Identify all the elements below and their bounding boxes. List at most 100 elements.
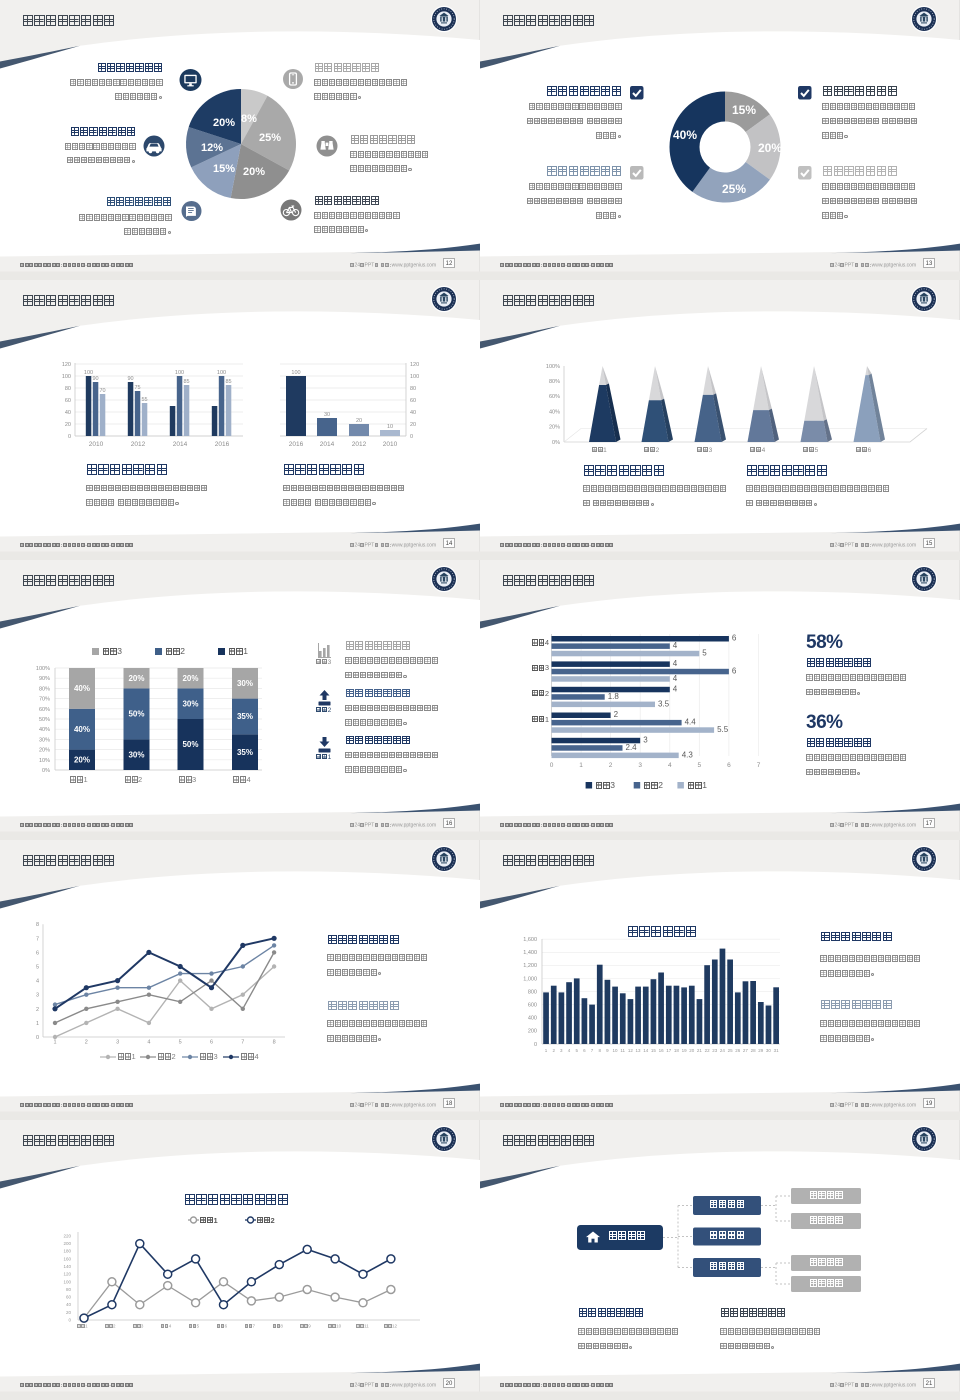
svg-text:0: 0 xyxy=(550,762,554,769)
svg-text:100: 100 xyxy=(62,374,71,380)
svg-text:1,200: 1,200 xyxy=(523,963,537,969)
svg-text:4.3: 4.3 xyxy=(682,750,694,759)
svg-text:100%: 100% xyxy=(546,364,560,370)
svg-text:70: 70 xyxy=(99,388,105,394)
svg-text:2: 2 xyxy=(85,1040,88,1046)
svg-text:40%: 40% xyxy=(74,684,90,693)
svg-text:0%: 0% xyxy=(552,440,560,446)
svg-text:200: 200 xyxy=(528,1029,537,1035)
svg-text:160: 160 xyxy=(63,1256,71,1261)
svg-text:7: 7 xyxy=(591,1048,594,1053)
svg-text:6: 6 xyxy=(36,950,39,956)
svg-text:100: 100 xyxy=(291,370,300,376)
svg-text:20: 20 xyxy=(356,418,362,424)
svg-text:20: 20 xyxy=(65,422,71,428)
svg-text:4.4: 4.4 xyxy=(685,718,697,727)
svg-text:0%: 0% xyxy=(42,768,50,774)
svg-text:6: 6 xyxy=(210,1040,213,1046)
svg-text:30%: 30% xyxy=(39,737,50,743)
svg-text:80: 80 xyxy=(66,1287,72,1292)
svg-text:8: 8 xyxy=(36,922,39,928)
svg-text:100: 100 xyxy=(175,370,184,376)
svg-text:600: 600 xyxy=(528,1003,537,1009)
svg-text:0: 0 xyxy=(410,434,413,440)
svg-text:21: 21 xyxy=(697,1048,703,1053)
svg-text:20%: 20% xyxy=(128,674,144,683)
svg-text:8%: 8% xyxy=(241,113,257,125)
svg-text:20: 20 xyxy=(689,1048,695,1053)
svg-text:4: 4 xyxy=(668,762,672,769)
svg-text:50%: 50% xyxy=(182,740,198,749)
svg-text:5: 5 xyxy=(702,649,707,658)
svg-text:60%: 60% xyxy=(549,394,560,400)
svg-text:2012: 2012 xyxy=(352,441,367,448)
svg-text:11: 11 xyxy=(620,1048,625,1053)
svg-text:18: 18 xyxy=(674,1048,680,1053)
svg-text:3: 3 xyxy=(116,1040,119,1046)
svg-text:90%: 90% xyxy=(39,676,50,682)
svg-text:15%: 15% xyxy=(732,103,756,117)
svg-text:26: 26 xyxy=(735,1048,741,1053)
svg-text:24: 24 xyxy=(720,1048,726,1053)
svg-text:140: 140 xyxy=(63,1264,71,1269)
svg-text:1: 1 xyxy=(545,1048,548,1053)
svg-text:85: 85 xyxy=(183,379,189,385)
svg-text:30%: 30% xyxy=(237,679,253,688)
svg-text:5.5: 5.5 xyxy=(717,725,729,734)
svg-text:13: 13 xyxy=(635,1048,641,1053)
svg-text:2.4: 2.4 xyxy=(626,743,638,752)
svg-text:100: 100 xyxy=(217,370,226,376)
svg-text:60: 60 xyxy=(65,398,71,404)
svg-text:8: 8 xyxy=(273,1040,276,1046)
svg-text:20: 20 xyxy=(410,422,416,428)
svg-text:70%: 70% xyxy=(39,697,50,703)
svg-text:23: 23 xyxy=(712,1048,718,1053)
svg-text:100: 100 xyxy=(84,370,93,376)
svg-text:12: 12 xyxy=(628,1048,634,1053)
svg-text:7: 7 xyxy=(241,1040,244,1046)
svg-text:100%: 100% xyxy=(36,666,50,672)
svg-text:85: 85 xyxy=(225,379,231,385)
svg-text:40: 40 xyxy=(410,410,416,416)
svg-text:2: 2 xyxy=(36,1007,39,1013)
svg-text:200: 200 xyxy=(63,1241,71,1246)
svg-text:4: 4 xyxy=(36,979,39,985)
svg-text:4: 4 xyxy=(673,641,678,650)
svg-text:2: 2 xyxy=(614,710,619,719)
svg-text:0: 0 xyxy=(68,434,71,440)
svg-text:16: 16 xyxy=(659,1048,665,1053)
svg-text:180: 180 xyxy=(63,1249,71,1254)
svg-text:15: 15 xyxy=(651,1048,657,1053)
svg-text:22: 22 xyxy=(705,1048,711,1053)
svg-text:6: 6 xyxy=(732,667,737,676)
svg-text:20%: 20% xyxy=(213,117,235,129)
svg-text:2014: 2014 xyxy=(320,441,335,448)
svg-text:35%: 35% xyxy=(237,712,253,721)
svg-text:120: 120 xyxy=(62,362,71,368)
svg-text:35%: 35% xyxy=(237,748,253,757)
svg-text:4: 4 xyxy=(147,1040,150,1046)
svg-text:4: 4 xyxy=(673,685,678,694)
svg-text:100: 100 xyxy=(410,374,419,380)
svg-text:3.5: 3.5 xyxy=(658,699,670,708)
svg-text:50%: 50% xyxy=(39,717,50,723)
svg-text:2016: 2016 xyxy=(215,441,230,448)
svg-text:5: 5 xyxy=(697,762,701,769)
svg-text:0: 0 xyxy=(534,1042,537,1048)
svg-text:40: 40 xyxy=(65,410,71,416)
svg-text:90: 90 xyxy=(92,376,98,382)
svg-text:9: 9 xyxy=(606,1048,609,1053)
svg-text:8: 8 xyxy=(598,1048,601,1053)
svg-text:10: 10 xyxy=(387,424,393,430)
svg-text:31: 31 xyxy=(774,1048,780,1053)
svg-text:12%: 12% xyxy=(201,142,223,154)
svg-text:120: 120 xyxy=(410,362,419,368)
svg-text:40%: 40% xyxy=(549,409,560,415)
svg-text:6: 6 xyxy=(732,634,737,643)
svg-text:10: 10 xyxy=(612,1048,618,1053)
svg-text:3: 3 xyxy=(560,1048,563,1053)
svg-text:80%: 80% xyxy=(39,686,50,692)
svg-text:50%: 50% xyxy=(128,710,144,719)
svg-text:6: 6 xyxy=(727,762,731,769)
svg-text:1,400: 1,400 xyxy=(523,950,537,956)
